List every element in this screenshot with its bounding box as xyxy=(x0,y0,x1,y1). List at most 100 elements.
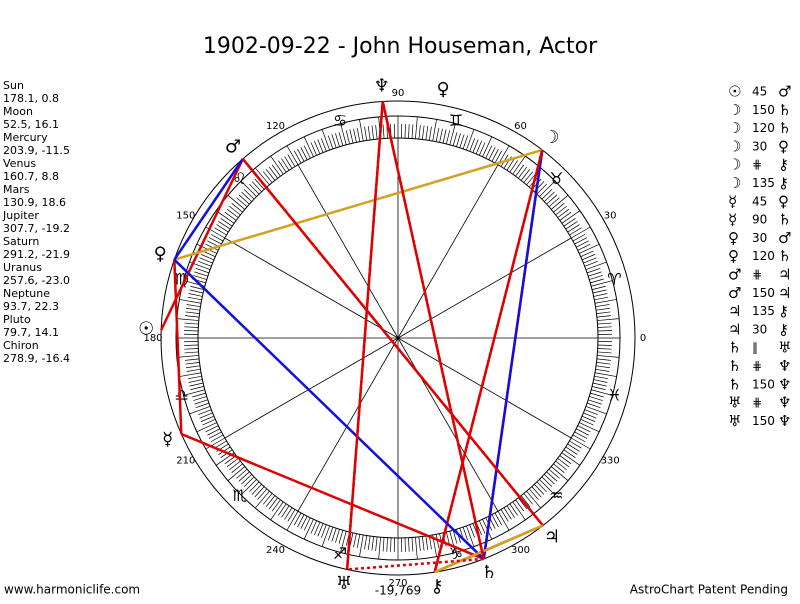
degree-tick xyxy=(542,189,552,199)
aspect-type: 120 xyxy=(752,249,775,263)
degree-tick xyxy=(529,489,538,500)
degree-tick xyxy=(372,537,374,551)
degree-tick xyxy=(188,297,202,300)
degree-tick xyxy=(189,383,203,386)
sign-glyph: ♊ xyxy=(449,111,463,130)
footer-right: AstroChart Patent Pending xyxy=(630,583,788,597)
degree-tick xyxy=(504,508,511,520)
degree-tick xyxy=(597,355,619,357)
degree-tick xyxy=(278,504,286,516)
degree-tick xyxy=(419,125,420,139)
degree-tick xyxy=(466,129,474,150)
degree-tick xyxy=(460,134,464,147)
degree-tick xyxy=(236,198,247,207)
degree-tick xyxy=(215,441,227,448)
degree-tick xyxy=(322,129,330,150)
degree-tick xyxy=(590,279,603,283)
degree-tick xyxy=(263,172,272,183)
degree-tick xyxy=(278,161,286,173)
spoke xyxy=(225,338,398,438)
degree-label: 240 xyxy=(266,545,285,556)
degree-tick xyxy=(197,423,217,432)
aspect-planet: ☽ xyxy=(728,156,741,174)
aspect-planet: ♄ xyxy=(728,375,741,393)
degree-tick xyxy=(239,195,249,204)
degree-tick xyxy=(232,464,243,473)
aspect-planet: ♀ xyxy=(778,137,789,155)
degree-tick xyxy=(549,198,560,207)
aspect-type: ⋕ xyxy=(752,158,762,172)
footer-left: www.harmoniclife.com xyxy=(4,583,140,597)
degree-tick xyxy=(187,369,201,371)
degree-tick xyxy=(556,206,567,215)
degree-tick xyxy=(269,167,277,178)
degree-tick xyxy=(415,117,417,139)
aspect-type: ⋕ xyxy=(752,359,762,373)
aspect-planet: ♄ xyxy=(728,339,741,357)
sign-glyph: ♎ xyxy=(174,385,188,404)
planet-name: Jupiter xyxy=(2,209,39,222)
planet-name: Uranus xyxy=(3,261,42,274)
degree-label: 150 xyxy=(176,211,195,222)
degree-tick xyxy=(354,534,357,548)
planet-glyph: ♀ xyxy=(154,244,167,265)
aspect-planet: ♄ xyxy=(728,357,741,375)
aspect-planet: ♄ xyxy=(778,119,791,137)
aspect-type: 150 xyxy=(752,377,775,391)
degree-tick xyxy=(564,450,576,458)
aspect-planet: ♃ xyxy=(778,266,791,284)
degree-tick xyxy=(294,513,301,525)
degree-tick xyxy=(372,126,374,140)
degree-tick xyxy=(412,538,413,552)
degree-tick xyxy=(227,209,238,217)
degree-tick xyxy=(186,312,200,314)
degree-tick xyxy=(429,127,431,141)
aspect-line xyxy=(347,101,383,569)
degree-tick xyxy=(186,366,200,368)
degree-tick xyxy=(196,403,209,408)
aspect-planet: ☽ xyxy=(728,137,741,155)
aspect-planet: ☿ xyxy=(728,211,737,229)
degree-tick xyxy=(328,136,333,149)
aspect-type: 30 xyxy=(752,231,767,245)
aspect-planet: ♀ xyxy=(728,229,739,247)
aspect-type: 150 xyxy=(752,286,775,300)
planet-coords: 203.9, -11.5 xyxy=(3,144,70,157)
degree-tick xyxy=(332,134,336,147)
degree-tick xyxy=(586,406,607,414)
degree-tick xyxy=(575,238,587,245)
aspect-planet: ⚷ xyxy=(778,302,789,320)
degree-tick xyxy=(568,225,580,232)
degree-tick xyxy=(573,435,585,442)
degree-tick xyxy=(328,527,333,540)
degree-tick xyxy=(560,456,571,464)
planet-coords: 291.2, -21.9 xyxy=(3,248,70,261)
degree-tick xyxy=(332,528,336,541)
degree-tick xyxy=(415,537,417,559)
degree-tick xyxy=(566,221,578,229)
degree-tick xyxy=(288,509,295,521)
aspect-type: 90 xyxy=(752,213,767,227)
planet-coords: 52.5, 16.1 xyxy=(3,118,59,131)
aspect-line xyxy=(484,150,543,559)
degree-tick xyxy=(185,352,199,353)
degree-tick xyxy=(558,458,569,466)
degree-tick xyxy=(440,129,443,143)
planet-coords: 178.1, 0.8 xyxy=(3,92,59,105)
degree-label: 300 xyxy=(511,545,530,556)
spoke xyxy=(398,338,498,511)
degree-tick xyxy=(597,362,611,364)
spoke xyxy=(398,165,498,338)
degree-tick xyxy=(281,506,289,518)
degree-tick xyxy=(285,157,292,169)
degree-label: 120 xyxy=(266,121,285,132)
degree-tick xyxy=(419,537,420,551)
degree-tick xyxy=(186,308,200,310)
degree-tick xyxy=(483,137,492,157)
planet-name: Mars xyxy=(3,183,30,196)
degree-tick xyxy=(596,369,610,371)
degree-tick xyxy=(598,323,612,324)
aspect-planet: ♂ xyxy=(728,284,741,302)
planet-name: Moon xyxy=(3,105,33,118)
degree-tick xyxy=(272,500,280,511)
